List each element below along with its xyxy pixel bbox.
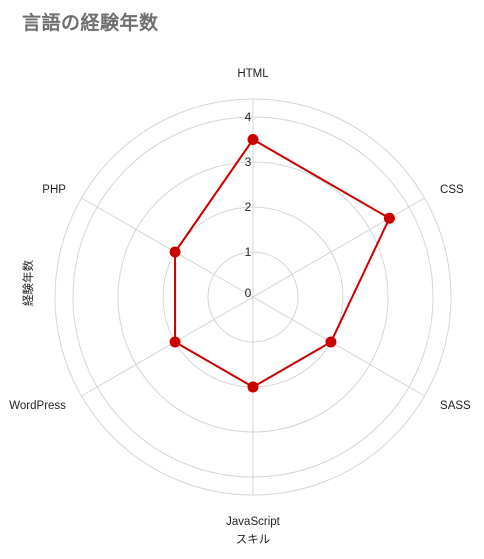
data-point-javascript [247,381,259,393]
data-point-html [247,134,259,145]
x-axis-title: スキル [236,532,271,546]
radial-tick-labels: 0 1 2 3 4 [245,110,252,300]
spoke-php [81,197,254,298]
tick-label: 1 [245,245,252,259]
category-labels: HTML CSS SASS JavaScript WordPress PHP [9,68,471,528]
tick-label: 4 [245,110,252,124]
category-label-html: HTML [237,68,269,80]
spoke-sass [252,296,425,397]
tick-label: 3 [245,155,252,169]
page-title: 言語の経験年数 [22,12,159,34]
spoke-wordpress [81,296,254,397]
category-label-php: PHP [42,184,66,196]
data-point-wordpress [169,336,181,348]
category-label-javascript: JavaScript [226,516,280,528]
category-label-wordpress: WordPress [9,400,66,412]
data-point-sass [325,336,337,348]
radar-series [169,134,395,393]
data-point-php [169,246,181,258]
category-label-css: CSS [440,184,464,196]
tick-label: 2 [245,200,252,214]
y-axis-title: 経験年数 [21,260,35,306]
data-point-css [383,212,395,224]
radar-spokes [81,99,425,495]
spoke-css [252,197,425,298]
tick-label: 0 [245,286,252,300]
category-label-sass: SASS [440,400,471,412]
